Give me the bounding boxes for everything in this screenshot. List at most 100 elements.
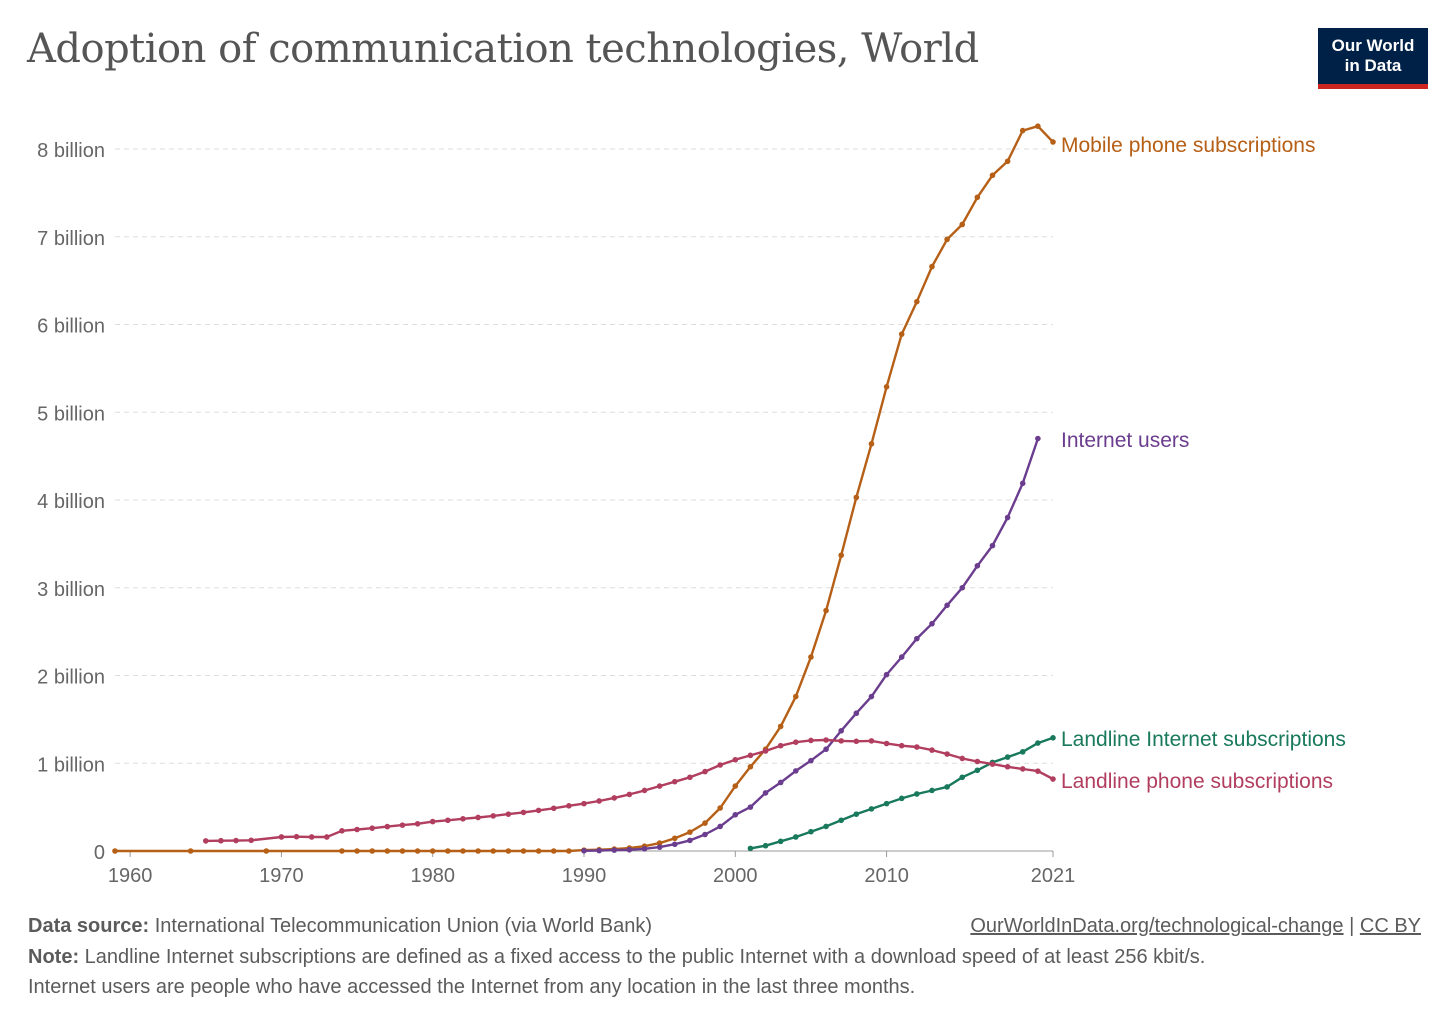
data-source: Data source: International Telecommunica… (28, 915, 652, 938)
data-point (914, 635, 920, 642)
data-point (929, 747, 935, 753)
series-label: Mobile phone subscriptions (1061, 134, 1315, 157)
data-point (520, 848, 527, 854)
license-link[interactable]: CC BY (1359, 915, 1421, 937)
data-point (324, 834, 330, 840)
data-point (823, 607, 829, 614)
data-point (293, 833, 300, 840)
data-point (566, 848, 572, 854)
data-point (490, 848, 497, 854)
data-point (914, 791, 920, 797)
data-point (914, 298, 920, 305)
data-point (354, 848, 360, 854)
data-point (974, 563, 981, 569)
y-tick-label: 8 billion (37, 140, 105, 162)
x-tick-label: 2021 (1031, 865, 1076, 887)
owid-logo[interactable]: Our World in Data (1318, 28, 1428, 89)
data-point (762, 842, 769, 849)
data-point (475, 814, 481, 821)
data-point (838, 552, 844, 559)
data-point (1035, 123, 1041, 129)
data-point (793, 693, 799, 700)
x-tick-label: 2010 (864, 865, 909, 887)
note-line-1: Note: Landline Internet subscriptions ar… (28, 946, 1205, 969)
series-line (115, 125, 1054, 853)
x-tick-label: 1960 (108, 865, 153, 887)
data-point (883, 671, 890, 678)
data-point (611, 795, 618, 801)
data-point (989, 761, 996, 767)
data-point (717, 805, 723, 811)
series-line (205, 738, 1054, 843)
data-point (1019, 480, 1026, 487)
data-point (777, 742, 784, 749)
y-tick-label: 0 (94, 842, 105, 864)
data-point (702, 820, 708, 826)
data-point (717, 762, 723, 768)
data-point (626, 846, 633, 853)
data-point (944, 751, 950, 757)
logo-line-1: Our World (1331, 36, 1415, 55)
y-tick-label: 2 billion (37, 667, 105, 689)
data-point (702, 831, 708, 838)
data-point (369, 825, 375, 831)
data-point (974, 767, 981, 774)
data-point (445, 817, 451, 824)
footer-separator: | (1349, 915, 1355, 937)
data-point (1004, 158, 1011, 165)
data-point (868, 806, 875, 812)
data-point (308, 834, 315, 840)
data-point (747, 752, 754, 759)
y-tick-label: 4 billion (37, 491, 105, 513)
data-source-text: International Telecommunication Union (v… (154, 915, 653, 937)
data-point (414, 848, 421, 854)
data-point (808, 654, 814, 660)
data-point (505, 811, 512, 817)
data-point (883, 800, 890, 807)
data-point (1050, 776, 1056, 782)
data-point (339, 848, 345, 854)
x-tick-label: 1980 (410, 865, 455, 887)
data-point (611, 847, 618, 853)
data-point (1050, 735, 1056, 741)
data-point (535, 807, 542, 814)
data-point (248, 837, 254, 844)
data-point (898, 331, 905, 337)
data-point (475, 848, 481, 854)
data-point (671, 778, 678, 785)
data-point (853, 710, 860, 717)
data-point (233, 837, 239, 844)
data-point (898, 795, 905, 802)
data-point (671, 835, 678, 842)
data-point (702, 768, 708, 775)
data-point (596, 798, 602, 804)
data-point (747, 763, 754, 770)
data-point (445, 848, 451, 854)
data-point (384, 848, 391, 854)
data-point (187, 848, 194, 854)
data-point (762, 748, 769, 754)
data-point (838, 738, 844, 744)
data-point (808, 737, 814, 744)
data-point (535, 848, 542, 854)
y-tick-label: 7 billion (37, 228, 105, 250)
data-point (732, 783, 739, 789)
data-point (747, 804, 754, 810)
source-url-link[interactable]: OurWorldInData.org/technological-change (970, 915, 1344, 937)
data-point (218, 837, 224, 844)
data-point (853, 738, 860, 745)
data-point (732, 756, 739, 763)
data-point (944, 784, 950, 790)
data-point (898, 654, 905, 660)
data-point (550, 848, 557, 854)
data-point (747, 845, 754, 852)
x-tick-label: 1970 (259, 865, 304, 887)
data-point (369, 848, 375, 854)
data-point (929, 263, 935, 270)
data-point (399, 822, 406, 828)
data-point (974, 758, 981, 765)
data-point (762, 790, 769, 796)
data-point (959, 221, 966, 228)
y-tick-label: 6 billion (37, 316, 105, 338)
data-point (717, 823, 723, 830)
